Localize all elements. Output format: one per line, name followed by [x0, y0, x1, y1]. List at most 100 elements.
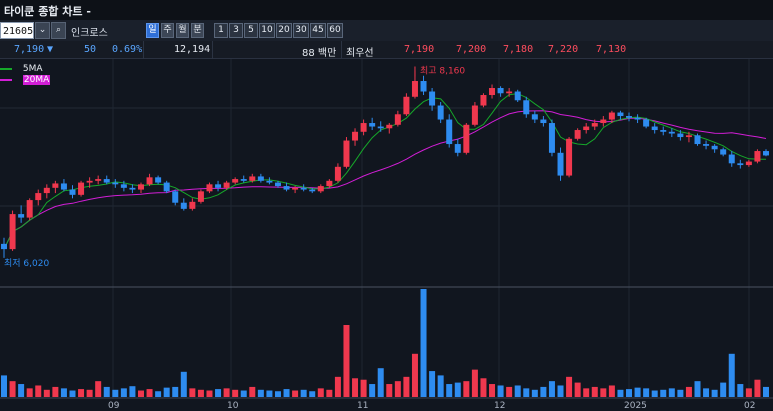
candle: [386, 123, 393, 134]
volume-bar: [694, 381, 701, 397]
candle: [583, 123, 590, 134]
candle: [429, 88, 436, 111]
volume-bar: [711, 389, 718, 397]
minute-option-10[interactable]: 10: [259, 23, 275, 38]
price-change: 50: [84, 44, 97, 55]
volume-bar: [326, 389, 333, 397]
candle: [309, 187, 316, 194]
volume-bar: [420, 289, 427, 397]
quote-price-4: 7,220: [548, 44, 579, 55]
minute-option-5[interactable]: 5: [244, 23, 258, 38]
change-arrow: ▼: [47, 44, 54, 55]
ma20-line: [3, 110, 767, 250]
candle-body: [223, 182, 230, 188]
candle: [197, 189, 204, 204]
candle: [292, 186, 299, 194]
candle-body: [9, 214, 16, 250]
minute-option-30[interactable]: 30: [293, 23, 309, 38]
candle: [703, 140, 710, 150]
volume-bar: [343, 325, 350, 397]
period-minute[interactable]: 분: [191, 23, 204, 38]
candle-body: [557, 152, 564, 176]
candle: [548, 119, 555, 157]
volume-bar: [531, 389, 538, 397]
search-button[interactable]: ⌕: [51, 22, 66, 39]
volume-bar: [489, 384, 496, 397]
candle-body: [326, 180, 333, 187]
candle-body: [711, 145, 718, 150]
price-chart[interactable]: 최고 8,160 최저 6,020: [0, 59, 773, 399]
candle-body: [52, 183, 59, 188]
volume-bar: [266, 390, 273, 397]
candle-body: [480, 95, 487, 106]
candle: [660, 126, 667, 136]
stock-code-input[interactable]: 216050: [0, 22, 34, 39]
volume-bar: [437, 375, 444, 397]
volume-bar: [514, 385, 521, 397]
volume-bar: [274, 391, 281, 397]
volume-bar: [78, 389, 85, 397]
minute-option-1[interactable]: 1: [214, 23, 228, 38]
volume-bar: [43, 389, 50, 397]
volume-bar: [643, 388, 650, 397]
period-week[interactable]: 주: [161, 23, 174, 38]
candle-body: [257, 176, 264, 181]
candle: [489, 84, 496, 99]
candle: [668, 128, 675, 138]
candle: [763, 149, 769, 157]
candle: [574, 128, 581, 141]
minute-option-3[interactable]: 3: [229, 23, 243, 38]
candle: [35, 189, 42, 206]
current-price: 7,190: [14, 44, 45, 55]
volume-bar: [583, 388, 590, 397]
quote-price-2: 7,200: [456, 44, 487, 55]
volume-bar: [292, 390, 299, 397]
candle-body: [78, 182, 85, 195]
legend-label-ma20: 20MA: [22, 75, 51, 85]
candle-body: [215, 184, 222, 188]
candle: [566, 137, 573, 178]
candle: [155, 175, 162, 185]
candle: [60, 179, 67, 192]
divider: [212, 41, 213, 59]
dropdown-button[interactable]: ⌄: [35, 22, 50, 39]
quote-price-5: 7,130: [596, 44, 627, 55]
x-tick-label: 10: [227, 401, 239, 411]
candle: [685, 131, 692, 143]
candle-body: [617, 112, 624, 117]
candle-body: [155, 177, 162, 183]
candle: [634, 114, 641, 124]
candle: [754, 149, 761, 164]
candle: [651, 123, 658, 134]
candle: [326, 179, 333, 188]
volume-bar: [651, 390, 658, 397]
period-day[interactable]: 일: [146, 23, 159, 38]
candle-body: [137, 184, 144, 190]
candle-body: [634, 117, 641, 120]
candle: [540, 116, 547, 127]
candle: [626, 112, 633, 122]
candle-body: [463, 124, 470, 153]
candle: [18, 205, 25, 223]
volume-bar: [1, 375, 7, 397]
candle: [317, 184, 324, 194]
minute-option-60[interactable]: 60: [327, 23, 343, 38]
minute-option-45[interactable]: 45: [310, 23, 326, 38]
ma20-path: [3, 110, 767, 250]
candle-body: [189, 201, 196, 209]
candle-body: [745, 161, 752, 166]
volume-bar: [668, 388, 675, 397]
candle-body: [703, 144, 710, 146]
candle-body: [112, 182, 119, 185]
volume-bar: [103, 386, 110, 397]
candle-body: [317, 186, 324, 192]
volume-bar: [754, 379, 761, 397]
candle: [352, 128, 359, 146]
period-month[interactable]: 월: [176, 23, 189, 38]
volume-bar: [197, 389, 204, 397]
low-annotation: 최저 6,020: [4, 258, 49, 269]
minute-option-20[interactable]: 20: [276, 23, 292, 38]
candle-body: [420, 81, 427, 92]
candle: [591, 119, 598, 131]
quote-price-3: 7,180: [503, 44, 534, 55]
